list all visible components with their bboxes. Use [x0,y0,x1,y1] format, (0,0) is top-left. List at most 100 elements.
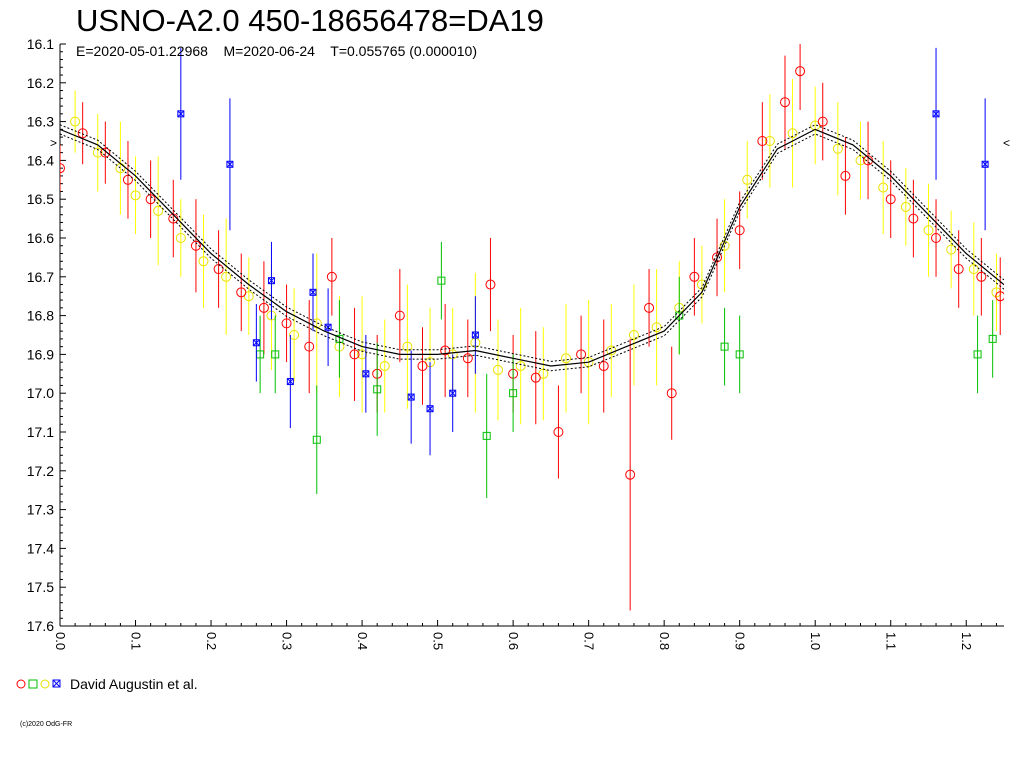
data-point [931,233,942,243]
data-point-box [981,160,989,168]
data-point [440,345,451,356]
data-point-box [407,393,415,401]
data-point [764,136,775,146]
data-point [130,190,141,201]
data-point [530,372,541,383]
data-point [471,331,479,339]
data-point [258,302,269,313]
data-point [757,136,768,146]
data-points [60,44,1004,611]
data-point [795,66,806,77]
data-point [576,349,587,360]
data-point [100,147,111,158]
data-point [742,174,753,185]
data-point [840,170,851,181]
fit-curve-lower-band [60,133,1004,372]
data-point-box [449,389,457,397]
y-tick-label: 16.8 [27,308,54,324]
x-tick-label: 0.9 [733,632,748,650]
data-point [509,389,518,398]
data-point [153,205,164,216]
y-tick-label: 17.0 [27,385,54,401]
data-point [190,240,201,251]
data-point-cross [177,110,185,118]
data-point [923,225,934,236]
data-point-cross [932,110,940,118]
data-point [515,361,526,372]
data-point [145,194,156,205]
data-point [932,110,940,118]
y-tick-label: 17.2 [27,463,54,479]
data-point [402,341,413,352]
data-point [598,361,609,372]
data-point [462,353,473,364]
x-tick-label: 0.1 [129,632,144,650]
data-point [92,147,103,158]
x-tick-label: 0.5 [431,632,446,650]
data-point [675,311,684,320]
data-point [349,349,360,360]
data-point [817,116,828,127]
legend-label: David Augustin et al. [70,676,198,692]
data-point [991,287,1002,298]
data-point [449,389,457,397]
data-point [900,201,911,212]
data-point [908,213,919,224]
data-point-cross [309,288,317,296]
data-point-box [267,277,275,285]
data-point [666,388,677,399]
data-point-cross [268,277,275,285]
legend-marker-red-circle [16,679,26,689]
data-point [734,225,745,236]
y-tick-label: 16.6 [27,230,54,246]
data-point [485,279,496,290]
data-point-box [286,378,294,386]
data-point-cross [449,389,457,397]
data-point [373,385,382,394]
y-tick-label: 16.4 [27,152,54,168]
data-point-cross [472,331,479,339]
data-point [968,264,979,275]
x-tick-label: 1.2 [959,632,974,650]
x-tick-label: 1.0 [808,632,823,650]
chart-subtitle: E=2020-05-01.22968 M=2020-06-24 T=0.0557… [76,43,477,59]
y-tick-label: 16.9 [27,346,54,362]
data-point-box [226,160,234,168]
data-point [426,405,434,413]
data-point [70,116,81,127]
data-point [326,271,337,282]
data-point [177,110,185,118]
data-point-cross [286,378,294,385]
data-point-cross [426,405,434,413]
data-point [236,287,247,298]
data-point-box [471,331,479,339]
y-tick-label: 17.1 [27,424,54,440]
data-point [988,334,997,343]
data-point [973,350,982,359]
data-point [735,350,744,359]
data-point [271,350,280,359]
y-tick-label: 16.1 [27,36,54,52]
y-tick-label: 17.4 [27,540,54,556]
data-point [995,291,1004,302]
data-point-box [177,110,185,118]
y-tick-label: 16.3 [27,114,54,130]
x-tick-label: 1.1 [884,632,899,650]
data-point [175,233,186,243]
data-point-cross [407,393,415,401]
data-point [689,271,700,282]
data-point [60,163,65,174]
axes [59,44,1004,627]
data-point [981,160,989,168]
data-point [779,97,790,108]
fit-curve-upper-band [60,124,1004,362]
data-point [417,361,428,372]
copyright-text: (c)2020 OdG-FR [20,721,73,728]
data-point [213,264,224,275]
data-point [493,364,504,375]
data-point [312,435,321,444]
data-point [226,160,234,168]
data-point [289,330,300,340]
legend-markers [16,679,61,689]
